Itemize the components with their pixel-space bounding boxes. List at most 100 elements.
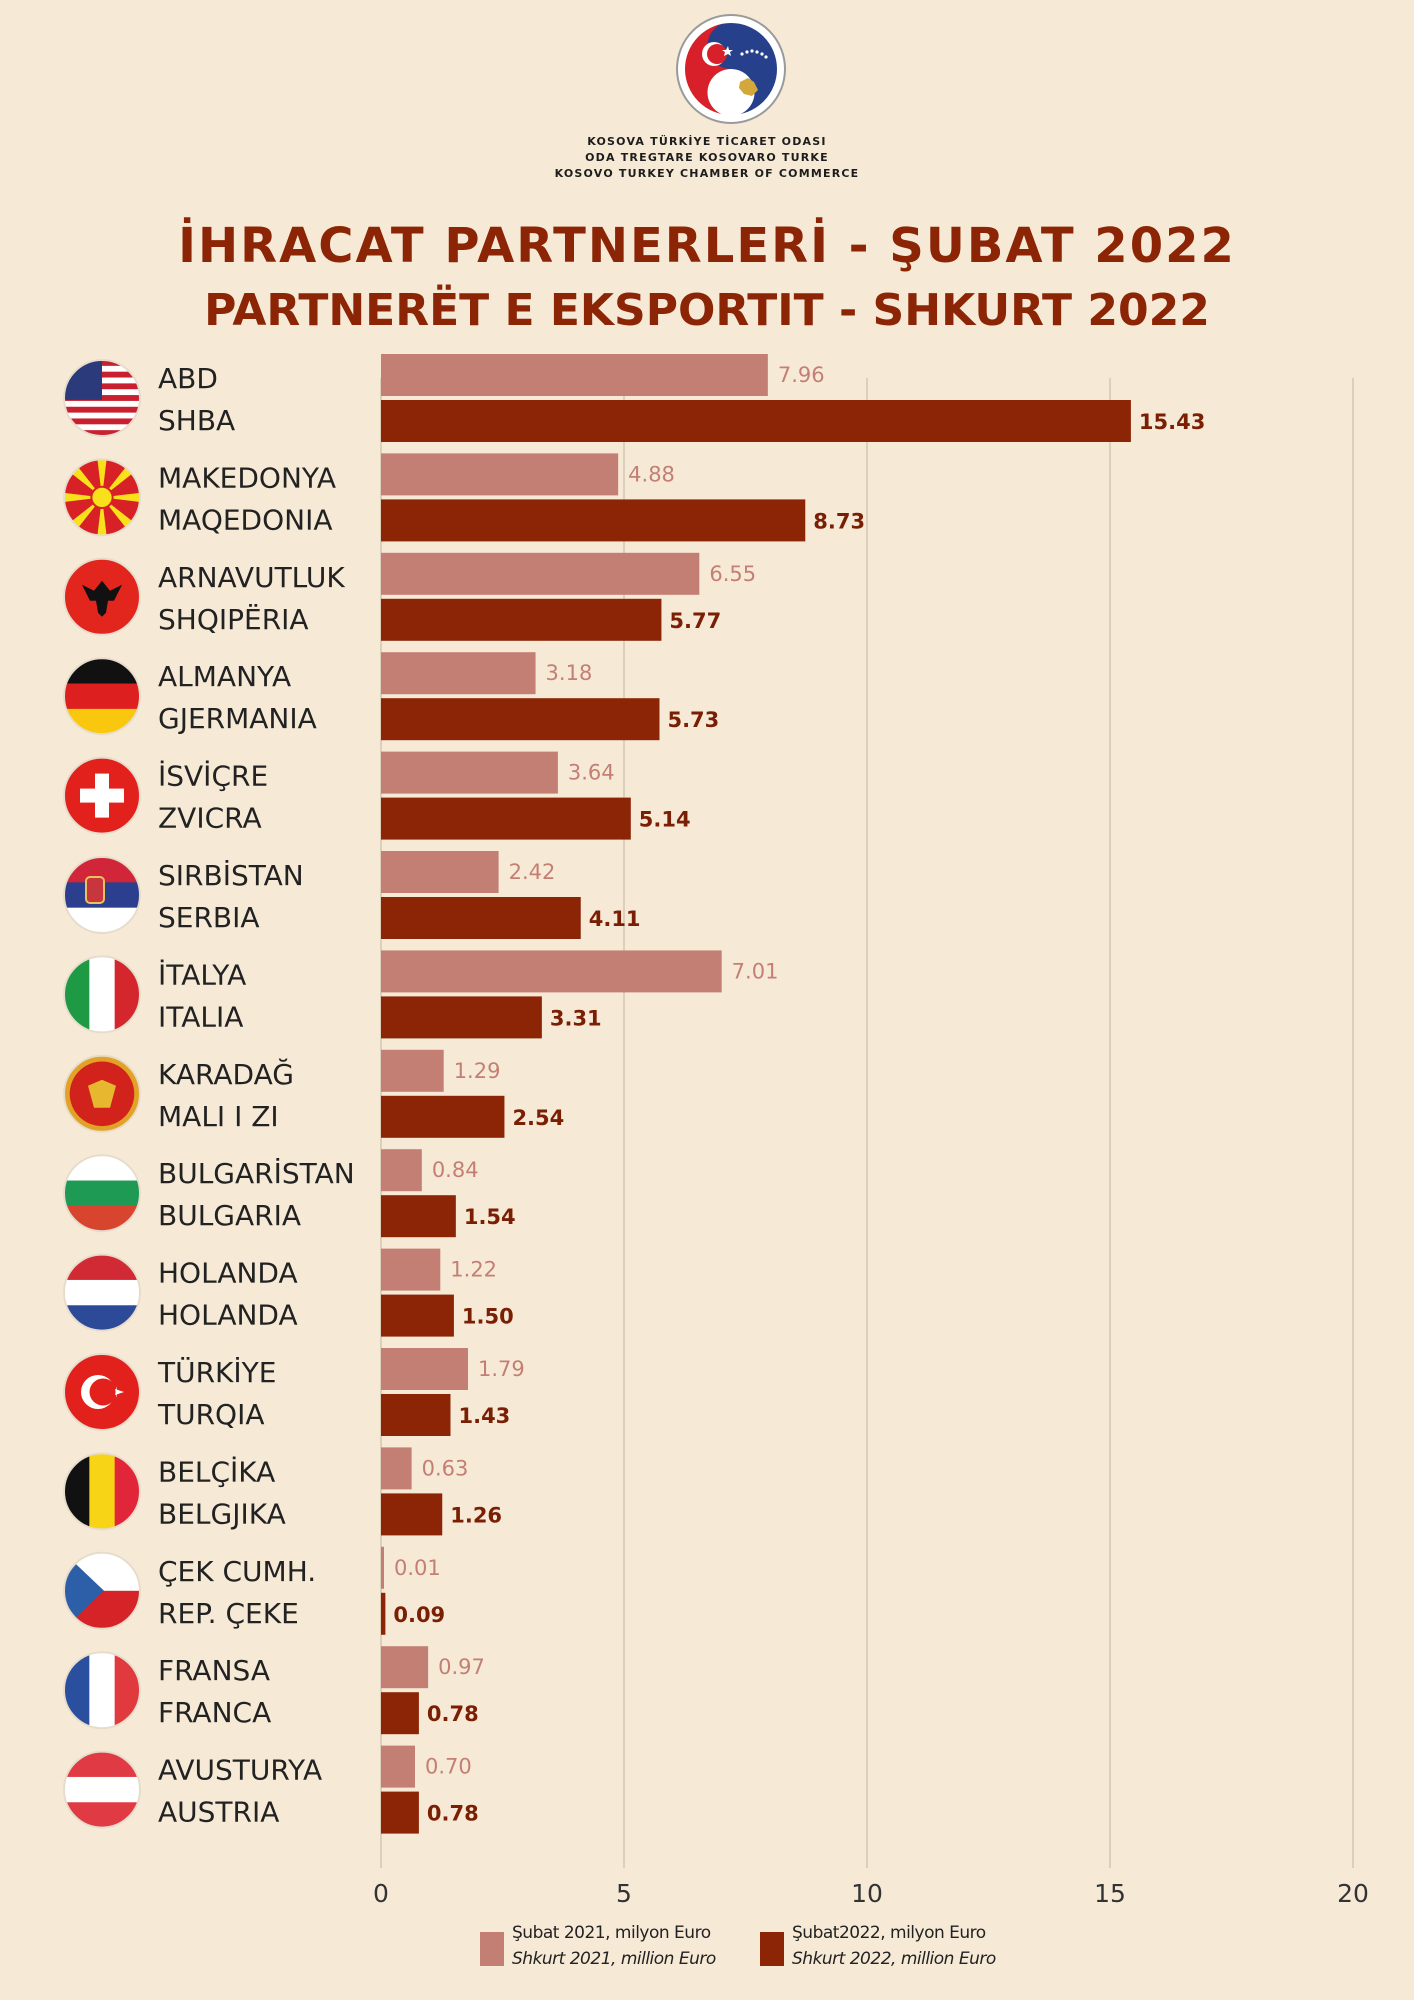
bar-label-2022: 1.50 [462, 1305, 514, 1329]
bar-2021 [381, 652, 536, 695]
x-tick-label: 20 [1337, 1879, 1369, 1908]
x-tick-label: 0 [373, 1879, 389, 1908]
org-name-english: KOSOVO TURKEY CHAMBER OF COMMERCE [554, 167, 860, 180]
north-macedonia-flag-icon [64, 459, 140, 536]
country-name-tr: ALMANYA [158, 660, 291, 693]
bar-2021 [381, 1745, 416, 1788]
legend-2022-line1: Şubat2022, milyon Euro [792, 1923, 986, 1943]
country-name-sq: SHBA [158, 404, 235, 437]
country-name-tr: FRANSA [158, 1654, 270, 1687]
bar-2021 [381, 354, 768, 396]
x-tick-label: 15 [1094, 1879, 1126, 1908]
bar-label-2022: 5.77 [669, 609, 721, 633]
country-name-tr: KARADAĞ [158, 1057, 294, 1091]
bar-label-2022: 1.26 [450, 1503, 502, 1527]
x-tick-label: 10 [851, 1879, 883, 1908]
bar-label-2021: 6.55 [709, 562, 756, 586]
legend-label-2021: Şubat 2021, milyon Euro Shkurt 2021, mil… [512, 1920, 716, 1972]
flag-border [63, 1154, 141, 1233]
bar-2022 [381, 499, 806, 542]
bar-2021 [381, 1348, 468, 1390]
country-name-tr: BULGARİSTAN [158, 1157, 355, 1190]
chamber-logo [676, 14, 786, 124]
country-name-sq: BULGARIA [158, 1199, 301, 1232]
montenegro-flag-icon [64, 1055, 140, 1132]
bar-2022 [381, 797, 631, 840]
bar-2022 [381, 698, 660, 741]
flag-border [63, 458, 141, 537]
flag-border [63, 1651, 141, 1730]
bar-label-2022: 2.54 [512, 1106, 564, 1130]
bar-label-2022: 5.14 [639, 808, 691, 832]
country-name-tr: ABD [158, 362, 218, 395]
org-name-turkish: KOSOVA TÜRKİYE TİCARET ODASI [587, 135, 827, 148]
bar-label-2021: 0.70 [425, 1755, 472, 1779]
bar-2021 [381, 851, 499, 893]
country-name-sq: REP. ÇEKE [158, 1597, 299, 1630]
turkey-flag-icon [64, 1354, 140, 1430]
bar-2021 [381, 453, 619, 496]
flag-border [63, 1353, 141, 1431]
bar-2022 [381, 996, 542, 1039]
title-turkish: İHRACAT PARTNERLERİ - ŞUBAT 2022 [178, 218, 1236, 274]
country-name-sq: ZVICRA [158, 802, 262, 835]
country-name-tr: AVUSTURYA [158, 1754, 322, 1787]
bar-label-2021: 3.18 [546, 661, 593, 685]
x-axis-ticks: 0 5 10 15 20 [373, 1879, 1369, 1908]
country-name-tr: ARNAVUTLUK [158, 561, 345, 594]
country-flags [63, 359, 141, 1829]
legend-2021-line2: Shkurt 2021, million Euro [512, 1949, 716, 1969]
bar-label-2022: 0.78 [427, 1702, 479, 1726]
x-tick-label: 5 [616, 1879, 632, 1908]
bar-2022 [381, 1095, 505, 1138]
bar-label-2021: 7.01 [732, 959, 779, 983]
bar-label-2021: 0.84 [432, 1158, 479, 1182]
bar-label-2022: 3.31 [550, 1006, 602, 1030]
bar-label-2021: 3.64 [568, 761, 615, 785]
bar-2022 [381, 1195, 456, 1238]
country-name-sq: SHQIPËRIA [158, 603, 309, 636]
bar-label-2021: 1.29 [454, 1059, 501, 1083]
bar-label-2021: 0.97 [438, 1655, 485, 1679]
bar-label-2021: 0.63 [422, 1456, 469, 1480]
legend-2021-line1: Şubat 2021, milyon Euro [512, 1923, 711, 1943]
flag-border [63, 856, 141, 934]
bar-label-2022: 1.54 [464, 1205, 516, 1229]
bar-2022 [381, 1592, 386, 1635]
legend-label-2022: Şubat2022, milyon Euro Shkurt 2022, mill… [792, 1920, 996, 1972]
bar-label-2021: 0.01 [394, 1556, 441, 1580]
bar-2022 [381, 400, 1131, 442]
flag-border [63, 557, 141, 636]
flag-border [63, 1750, 141, 1829]
country-name-sq: GJERMANIA [158, 702, 317, 735]
bar-label-2022: 4.11 [589, 907, 641, 931]
flag-border [63, 1452, 141, 1531]
albania-flag-icon [64, 558, 140, 635]
country-name-tr: İTALYA [158, 958, 246, 991]
flag-border [63, 1054, 141, 1133]
bar-2022 [381, 1294, 454, 1337]
bar-label-2021: 1.79 [478, 1357, 525, 1381]
bar-label-2021: 4.88 [628, 462, 675, 486]
bar-2021 [381, 1248, 441, 1291]
bar-2021 [381, 1646, 429, 1689]
country-name-tr: BELÇİKA [158, 1455, 275, 1488]
flag-border [63, 1551, 141, 1630]
bar-2021 [381, 1447, 412, 1490]
country-name-sq: MALI I ZI [158, 1100, 279, 1133]
country-name-tr: TÜRKİYE [157, 1355, 276, 1389]
switzerland-flag-icon [64, 757, 140, 834]
bar-2022 [381, 897, 581, 939]
bar-label-2021: 7.96 [778, 363, 825, 387]
legend-swatch-2021 [480, 1932, 504, 1966]
country-name-sq: TURQIA [157, 1398, 265, 1431]
legend-swatch-2022 [760, 1932, 784, 1966]
usa-flag-icon [64, 360, 140, 436]
bar-label-2021: 2.42 [509, 860, 556, 884]
bar-label-2022: 0.09 [393, 1603, 445, 1627]
bar-label-2022: 5.73 [667, 708, 719, 732]
country-name-tr: MAKEDONYA [158, 461, 336, 494]
bar-2022 [381, 1791, 419, 1834]
bar-label-2022: 1.43 [458, 1404, 510, 1428]
bar-label-2021: 1.22 [450, 1258, 497, 1282]
